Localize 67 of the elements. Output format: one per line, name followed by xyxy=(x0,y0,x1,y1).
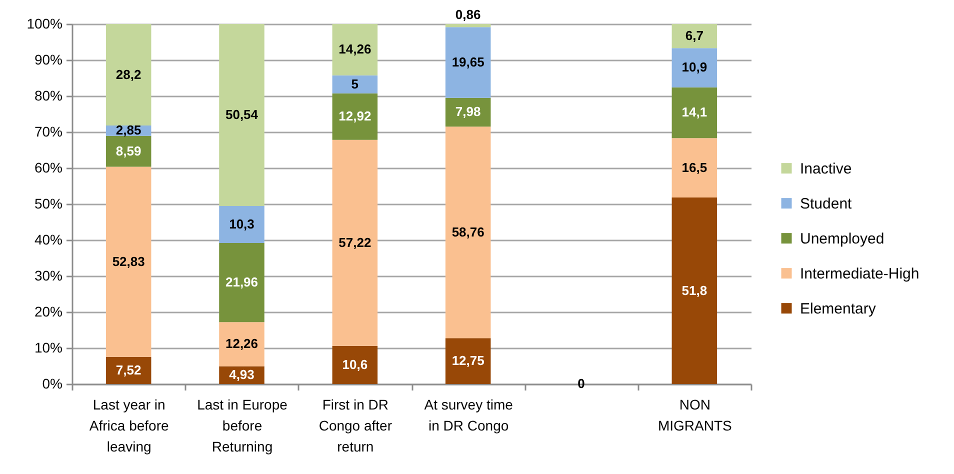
data-label: 28,2 xyxy=(116,66,142,82)
bar xyxy=(445,27,491,98)
bar xyxy=(672,138,718,198)
data-label: 12,92 xyxy=(338,108,372,124)
bar xyxy=(445,126,491,338)
data-label: 0,86 xyxy=(455,7,481,22)
data-label: 57,22 xyxy=(338,234,372,250)
bar xyxy=(106,166,152,357)
x-tick-label: NON MIGRANTS xyxy=(658,396,732,434)
bar xyxy=(219,243,264,322)
data-label: 14,1 xyxy=(682,104,708,120)
y-tick-label: 90% xyxy=(34,52,62,68)
data-label: 7,52 xyxy=(116,362,142,378)
bar xyxy=(332,24,378,76)
data-label: 10,6 xyxy=(342,356,368,372)
data-label: 52,83 xyxy=(112,254,145,269)
bar xyxy=(672,198,718,384)
data-label: 10,3 xyxy=(229,216,254,232)
x-tick-label: Last in Europe before Returning xyxy=(197,396,288,454)
y-tick-label: 10% xyxy=(34,340,62,356)
y-tick-label: 80% xyxy=(34,88,62,104)
bar xyxy=(219,24,264,206)
y-tick-label: 20% xyxy=(34,304,62,320)
y-tick-label: 40% xyxy=(34,232,62,248)
data-label: 6,7 xyxy=(685,28,704,44)
data-label: 5 xyxy=(351,76,359,92)
bar xyxy=(106,24,152,126)
x-tick-label: Last year in Africa before leaving xyxy=(89,396,169,454)
bar xyxy=(219,206,264,244)
x-tick-label: At survey time in DR Congo xyxy=(424,396,514,434)
bar xyxy=(219,322,264,366)
data-label: 12,26 xyxy=(225,336,258,352)
data-label: 58,76 xyxy=(452,224,484,240)
data-label: 21,96 xyxy=(225,274,258,290)
y-tick-label: 0% xyxy=(42,376,62,392)
y-tick-label: 50% xyxy=(34,196,62,212)
y-tick-label: 70% xyxy=(34,124,62,140)
bar xyxy=(672,24,718,48)
legend-label: Elementary xyxy=(800,300,876,318)
bar xyxy=(332,93,378,140)
bar xyxy=(672,48,718,88)
bar xyxy=(445,338,491,384)
data-label: 8,59 xyxy=(116,143,142,158)
y-tick-label: 60% xyxy=(34,160,62,176)
data-label: 2,85 xyxy=(116,122,142,138)
bar xyxy=(332,140,378,346)
data-label: 51,8 xyxy=(682,282,708,298)
data-label: 50,54 xyxy=(225,107,259,122)
data-label: 16,5 xyxy=(682,160,708,175)
data-label: 10,9 xyxy=(682,60,708,75)
bar xyxy=(672,87,718,138)
legend-label: Intermediate-High xyxy=(800,265,920,282)
data-label: 4,93 xyxy=(229,367,254,382)
bar xyxy=(332,346,378,384)
y-tick-label: 100% xyxy=(26,16,62,32)
legend-label: Student xyxy=(800,195,853,212)
bar xyxy=(332,75,378,94)
x-tick-label: First in DR Congo after return xyxy=(318,396,392,454)
data-label: 7,98 xyxy=(455,104,481,120)
bar xyxy=(445,24,491,28)
y-tick-label: 30% xyxy=(34,268,62,284)
data-label: 19,65 xyxy=(452,54,484,70)
data-label: 14,26 xyxy=(338,42,372,57)
data-label: 0 xyxy=(578,376,585,391)
legend-label: Unemployed xyxy=(800,230,884,248)
data-label: 12,75 xyxy=(452,353,484,368)
legend-label: Inactive xyxy=(800,160,852,178)
